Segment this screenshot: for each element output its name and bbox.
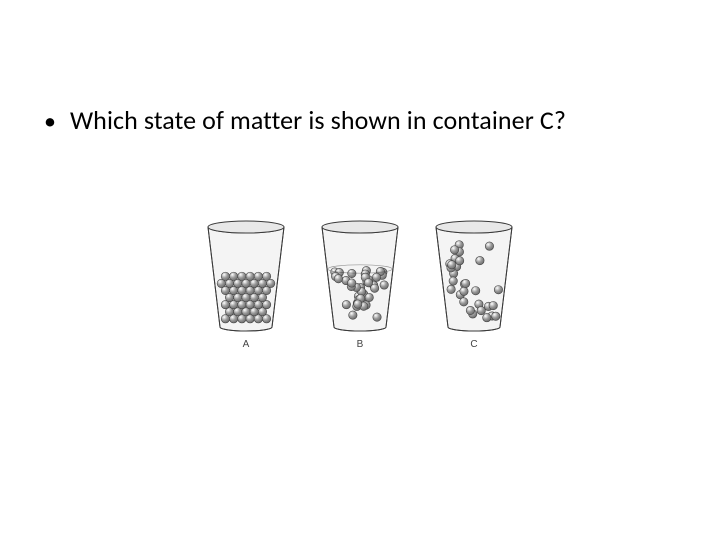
label-a: A [243, 339, 250, 350]
label-c: C [470, 339, 477, 350]
label-b: B [357, 339, 364, 350]
cup-a-svg [200, 215, 292, 333]
cup-c-svg [428, 215, 520, 333]
states-of-matter-figure: A B C [200, 215, 520, 375]
question-bullet: • Which state of matter is shown in cont… [44, 104, 566, 136]
container-c: C [428, 215, 520, 350]
slide: { "bullet": { "marker": "•", "text": "Wh… [0, 0, 720, 540]
cup-row: A B C [200, 215, 520, 350]
bullet-marker: • [44, 110, 56, 134]
container-a: A [200, 215, 292, 350]
cup-b-svg [314, 215, 406, 333]
question-text: Which state of matter is shown in contai… [70, 104, 566, 136]
container-b: B [314, 215, 406, 350]
